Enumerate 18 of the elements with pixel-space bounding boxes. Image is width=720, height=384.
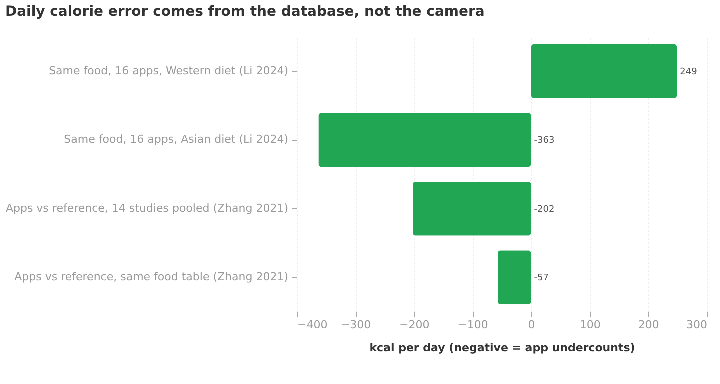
chart-title: Daily calorie error comes from the database, not the camera xyxy=(5,4,485,20)
data-label: -363 xyxy=(534,136,555,146)
x-tick-label: −400 xyxy=(298,318,328,332)
y-tick-label: Same food, 16 apps, Western diet (Li 2024) xyxy=(49,64,288,78)
data-label: 249 xyxy=(680,67,698,78)
x-tick-label: −100 xyxy=(458,318,488,332)
x-tick-label: −200 xyxy=(400,318,430,332)
y-tick-label: Apps vs reference, same food table (Zhang 2021) xyxy=(14,270,288,284)
y-tick-label: Same food, 16 apps, Asian diet (Li 2024) xyxy=(64,133,288,146)
data-label: -57 xyxy=(534,274,549,284)
x-tick-label: 100 xyxy=(580,318,601,332)
x-tick-label: 0 xyxy=(528,318,536,332)
x-tick-label: −300 xyxy=(340,318,372,332)
x-tick-label: 300 xyxy=(686,318,708,332)
x-axis-title: kcal per day (negative = app undercounts) xyxy=(370,342,636,354)
y-tick-label: Apps vs reference, 14 studies pooled (Zhang 2021) xyxy=(6,202,288,215)
x-tick-label: 200 xyxy=(638,318,660,332)
data-label: -202 xyxy=(534,204,555,215)
